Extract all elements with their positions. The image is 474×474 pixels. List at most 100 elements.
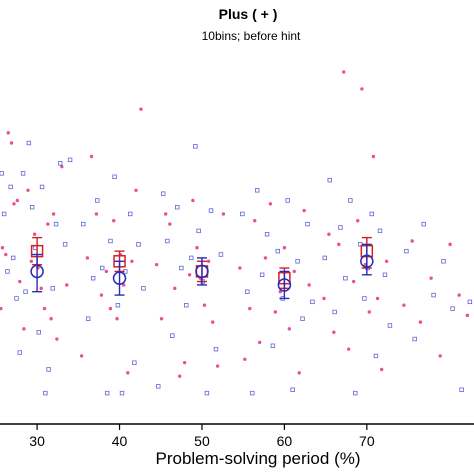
x-axis-ticks: 30 40 50 60 70 [29, 424, 375, 449]
data-point-blue [128, 211, 133, 217]
data-point-blue [175, 204, 180, 210]
data-point-blue [362, 296, 367, 301]
data-point-blue [8, 184, 13, 190]
data-point-blue [62, 242, 68, 247]
data-point-red [253, 219, 257, 223]
data-point-red [163, 212, 168, 216]
mean-marker-circle [360, 254, 374, 269]
data-point-red [65, 283, 69, 287]
data-point-blue [382, 272, 388, 277]
data-point-blue [193, 144, 198, 149]
x-axis-label: Problem-solving period (%) [155, 449, 360, 468]
data-point-red [202, 303, 207, 307]
data-point-red [108, 306, 113, 311]
data-point-red [402, 303, 406, 307]
data-point-blue [250, 390, 255, 396]
data-point-blue [90, 275, 96, 281]
data-point-red [322, 296, 326, 301]
data-point-red [55, 337, 59, 341]
data-point-red [0, 306, 3, 311]
data-point-red [356, 219, 360, 223]
data-point-blue [179, 265, 184, 271]
data-point-blue [170, 333, 175, 338]
data-point-red [438, 354, 442, 358]
data-point-blue [245, 289, 250, 294]
data-point-red [4, 252, 8, 257]
data-point-red [302, 208, 306, 213]
data-point-red [49, 317, 53, 321]
data-point-blue [136, 242, 141, 247]
data-point-red [15, 198, 20, 203]
data-point-red [210, 320, 215, 324]
data-point-blue [108, 238, 113, 244]
data-point-blue [369, 211, 374, 217]
data-point-red [22, 327, 26, 331]
data-point-red [104, 269, 109, 274]
data-point-red [418, 320, 423, 324]
data-point-blue [184, 303, 189, 308]
data-point-red [0, 246, 5, 250]
data-point-blue [17, 350, 22, 355]
data-point-red [292, 269, 296, 274]
data-point-blue [156, 384, 161, 389]
data-point-blue [343, 275, 348, 281]
data-point-red [273, 310, 278, 314]
mean-marker-circle [112, 271, 127, 285]
data-point-red [29, 259, 34, 263]
data-point-red [126, 371, 130, 375]
data-point-blue [275, 248, 281, 254]
data-point-red [367, 310, 372, 314]
data-point-blue [450, 306, 455, 311]
data-point-blue [218, 252, 224, 257]
data-point-blue [412, 336, 417, 342]
data-point-blue [189, 255, 194, 261]
data-point-blue [104, 390, 110, 396]
data-point-red [79, 354, 84, 358]
data-point-blue [23, 289, 28, 294]
data-point-red [346, 347, 351, 351]
data-point-red [342, 70, 346, 74]
data-point-red [206, 259, 211, 263]
data-point-blue [196, 228, 201, 234]
data-point-red [173, 286, 177, 291]
data-point-blue [259, 272, 265, 277]
data-point-blue [29, 204, 35, 210]
data-point-red [287, 327, 292, 331]
points-layer [0, 70, 473, 396]
data-point-blue [115, 303, 121, 308]
data-point-red [130, 259, 134, 263]
data-point-blue [36, 330, 41, 335]
summary-layer [30, 236, 374, 300]
data-point-blue [270, 343, 276, 348]
data-point-blue [295, 259, 300, 264]
data-point-blue [373, 353, 379, 359]
data-point-red [429, 276, 433, 280]
data-point-blue [353, 390, 358, 396]
data-point-red [457, 293, 461, 297]
data-point-blue [377, 228, 383, 234]
data-point-red [115, 317, 119, 321]
data-point-blue [57, 161, 63, 166]
data-point-blue [86, 316, 91, 321]
chart-title: Plus ( + ) [219, 6, 278, 22]
data-point-red [191, 198, 195, 203]
data-point-blue [404, 248, 409, 254]
data-point-red [297, 371, 301, 375]
data-point-blue [459, 387, 464, 392]
x-tick-label: 50 [194, 433, 210, 449]
data-point-red [154, 262, 159, 267]
mean-marker-circle [195, 264, 209, 279]
data-point-red [282, 246, 287, 250]
data-point-blue [43, 390, 48, 396]
data-point-blue [1, 211, 7, 217]
data-point-red [32, 232, 37, 236]
data-point-red [257, 340, 262, 345]
data-point-red [448, 242, 452, 247]
data-point-red [238, 266, 242, 270]
data-point-blue [348, 198, 353, 203]
data-point-red [363, 262, 367, 267]
data-point-blue [305, 221, 310, 227]
x-tick-label: 60 [277, 433, 293, 449]
data-point-blue [50, 286, 55, 291]
data-point-red [9, 141, 14, 145]
